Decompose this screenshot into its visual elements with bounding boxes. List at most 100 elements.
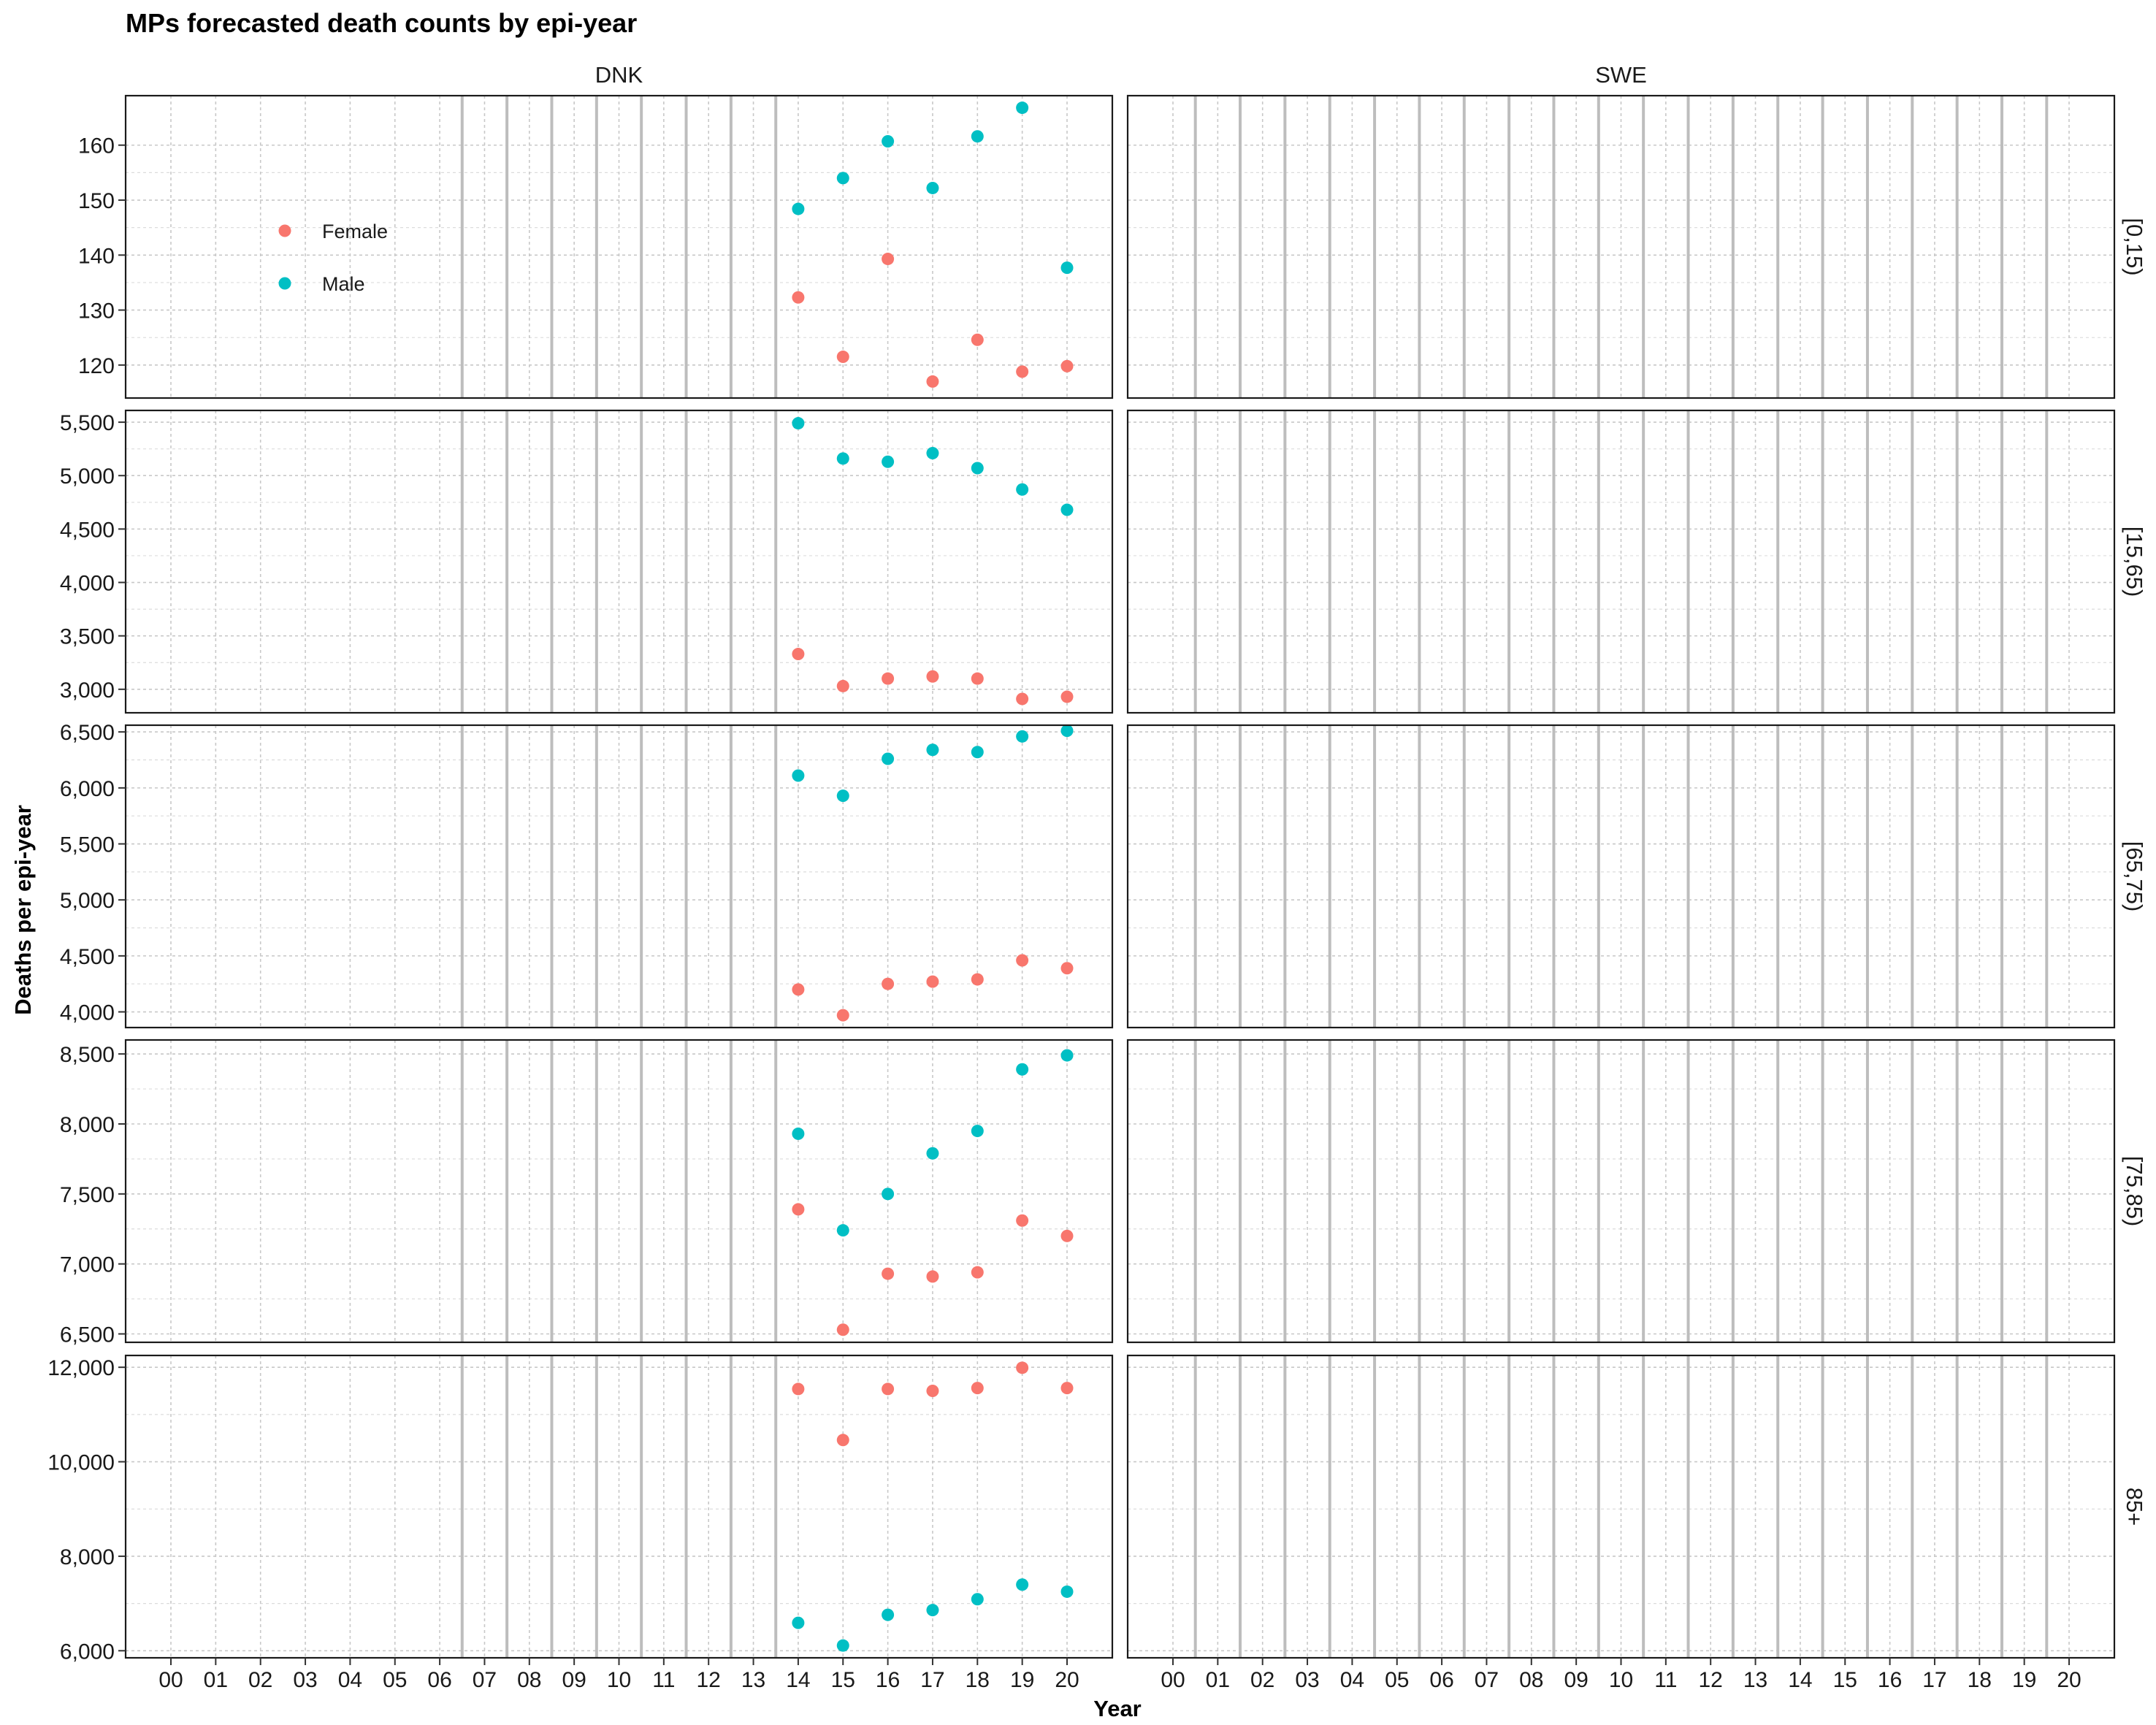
data-point-male — [792, 769, 805, 782]
data-point-female — [1060, 1229, 1074, 1242]
data-point-male — [792, 1616, 805, 1629]
data-point-female — [926, 1385, 939, 1398]
y-tick-label: 5,000 — [60, 889, 115, 913]
data-point-female — [792, 648, 805, 661]
x-tick-label: 00 — [158, 1668, 183, 1692]
x-tick-label: 12 — [1699, 1668, 1723, 1692]
x-tick-label: 20 — [1055, 1668, 1079, 1692]
row-strip-label: [0,15) — [2122, 218, 2147, 275]
x-tick-label: 07 — [1475, 1668, 1499, 1692]
x-tick-label: 05 — [383, 1668, 407, 1692]
panel-background — [126, 96, 1112, 398]
data-point-female — [836, 1323, 849, 1336]
x-tick-label: 04 — [338, 1668, 362, 1692]
data-point-male — [1060, 503, 1074, 516]
data-point-female — [792, 291, 805, 304]
data-point-female — [882, 672, 895, 685]
panels: DNK SWE 120 130 140 150 160 [0,15) 3,000 3,500 4,0… — [47, 62, 2147, 1692]
row-strip-label: 85+ — [2122, 1488, 2147, 1526]
y-axis-title: Deaths per epi-year — [10, 805, 36, 1015]
y-tick-label: 120 — [78, 354, 115, 378]
data-point-female — [1016, 954, 1029, 967]
data-point-male — [882, 752, 895, 765]
data-point-male — [926, 447, 939, 460]
y-tick-label: 10,000 — [47, 1451, 115, 1475]
legend-label-male: Male — [322, 273, 365, 295]
x-tick-label: 19 — [1010, 1668, 1034, 1692]
x-tick-label: 01 — [204, 1668, 228, 1692]
data-point-male — [1016, 483, 1029, 496]
panel-background — [126, 725, 1112, 1028]
x-tick-label: 16 — [1878, 1668, 1902, 1692]
x-tick-label: 04 — [1340, 1668, 1364, 1692]
data-point-female — [926, 375, 939, 388]
data-point-male — [792, 1127, 805, 1140]
x-tick-label: 08 — [517, 1668, 541, 1692]
panel-border — [1126, 94, 2116, 399]
x-tick-label: 08 — [1519, 1668, 1543, 1692]
y-tick-label: 6,500 — [60, 721, 115, 745]
x-tick-label: 02 — [248, 1668, 272, 1692]
y-tick-label: 160 — [78, 134, 115, 158]
x-tick-label: 09 — [1564, 1668, 1588, 1692]
data-point-male — [882, 455, 895, 468]
panel-background — [126, 410, 1112, 713]
panel-background — [126, 1355, 1112, 1658]
data-point-male — [1060, 261, 1074, 275]
column-strip-label: DNK — [595, 62, 643, 88]
x-tick-label: 10 — [1609, 1668, 1633, 1692]
data-point-female — [836, 679, 849, 692]
x-tick-label: 02 — [1250, 1668, 1274, 1692]
x-axis-title: Year — [1093, 1696, 1142, 1721]
data-point-female — [971, 973, 984, 986]
data-point-male — [1060, 1585, 1074, 1598]
y-tick-label: 6,000 — [60, 777, 115, 801]
x-tick-label: 09 — [562, 1668, 586, 1692]
x-tick-label: 17 — [1922, 1668, 1946, 1692]
data-point-female — [882, 1267, 895, 1280]
data-point-female — [882, 253, 895, 266]
data-point-male — [1060, 1049, 1074, 1062]
y-tick-label: 3,000 — [60, 678, 115, 703]
data-point-male — [1060, 724, 1074, 738]
x-tick-label: 15 — [831, 1668, 855, 1692]
x-tick-label: 14 — [786, 1668, 810, 1692]
x-tick-label: 01 — [1206, 1668, 1230, 1692]
data-point-male — [836, 172, 849, 185]
y-tick-label: 4,500 — [60, 945, 115, 969]
panel-background — [126, 1040, 1112, 1342]
data-point-female — [926, 670, 939, 683]
data-point-female — [836, 1434, 849, 1447]
y-tick-label: 4,000 — [60, 1001, 115, 1025]
panel-background — [1128, 96, 2114, 398]
y-tick-label: 7,500 — [60, 1183, 115, 1207]
panel-border — [124, 724, 1114, 1029]
data-point-female — [1016, 692, 1029, 705]
y-tick-label: 130 — [78, 299, 115, 324]
y-tick-label: 3,500 — [60, 625, 115, 649]
data-point-female — [882, 977, 895, 990]
data-point-female — [836, 1009, 849, 1022]
data-point-male — [836, 789, 849, 803]
panel-border — [124, 1039, 1114, 1344]
data-point-female — [971, 1266, 984, 1279]
y-tick-label: 6,000 — [60, 1640, 115, 1664]
row-strip-label: [65,75) — [2122, 841, 2147, 912]
data-point-female — [971, 1382, 984, 1395]
data-point-male — [1016, 1578, 1029, 1591]
x-tick-label: 06 — [427, 1668, 451, 1692]
data-point-female — [1060, 1382, 1074, 1395]
data-point-male — [1016, 102, 1029, 115]
x-tick-label: 07 — [473, 1668, 497, 1692]
legend-label-female: Female — [322, 221, 388, 242]
y-tick-label: 8,000 — [60, 1113, 115, 1137]
data-point-male — [926, 743, 939, 757]
data-point-female — [792, 983, 805, 996]
data-point-female — [926, 975, 939, 988]
legend-key-female — [278, 224, 291, 237]
y-tick-label: 4,000 — [60, 572, 115, 596]
x-tick-label: 14 — [1788, 1668, 1812, 1692]
y-tick-label: 140 — [78, 244, 115, 268]
data-point-female — [1060, 359, 1074, 372]
panel-border — [1126, 724, 2116, 1029]
